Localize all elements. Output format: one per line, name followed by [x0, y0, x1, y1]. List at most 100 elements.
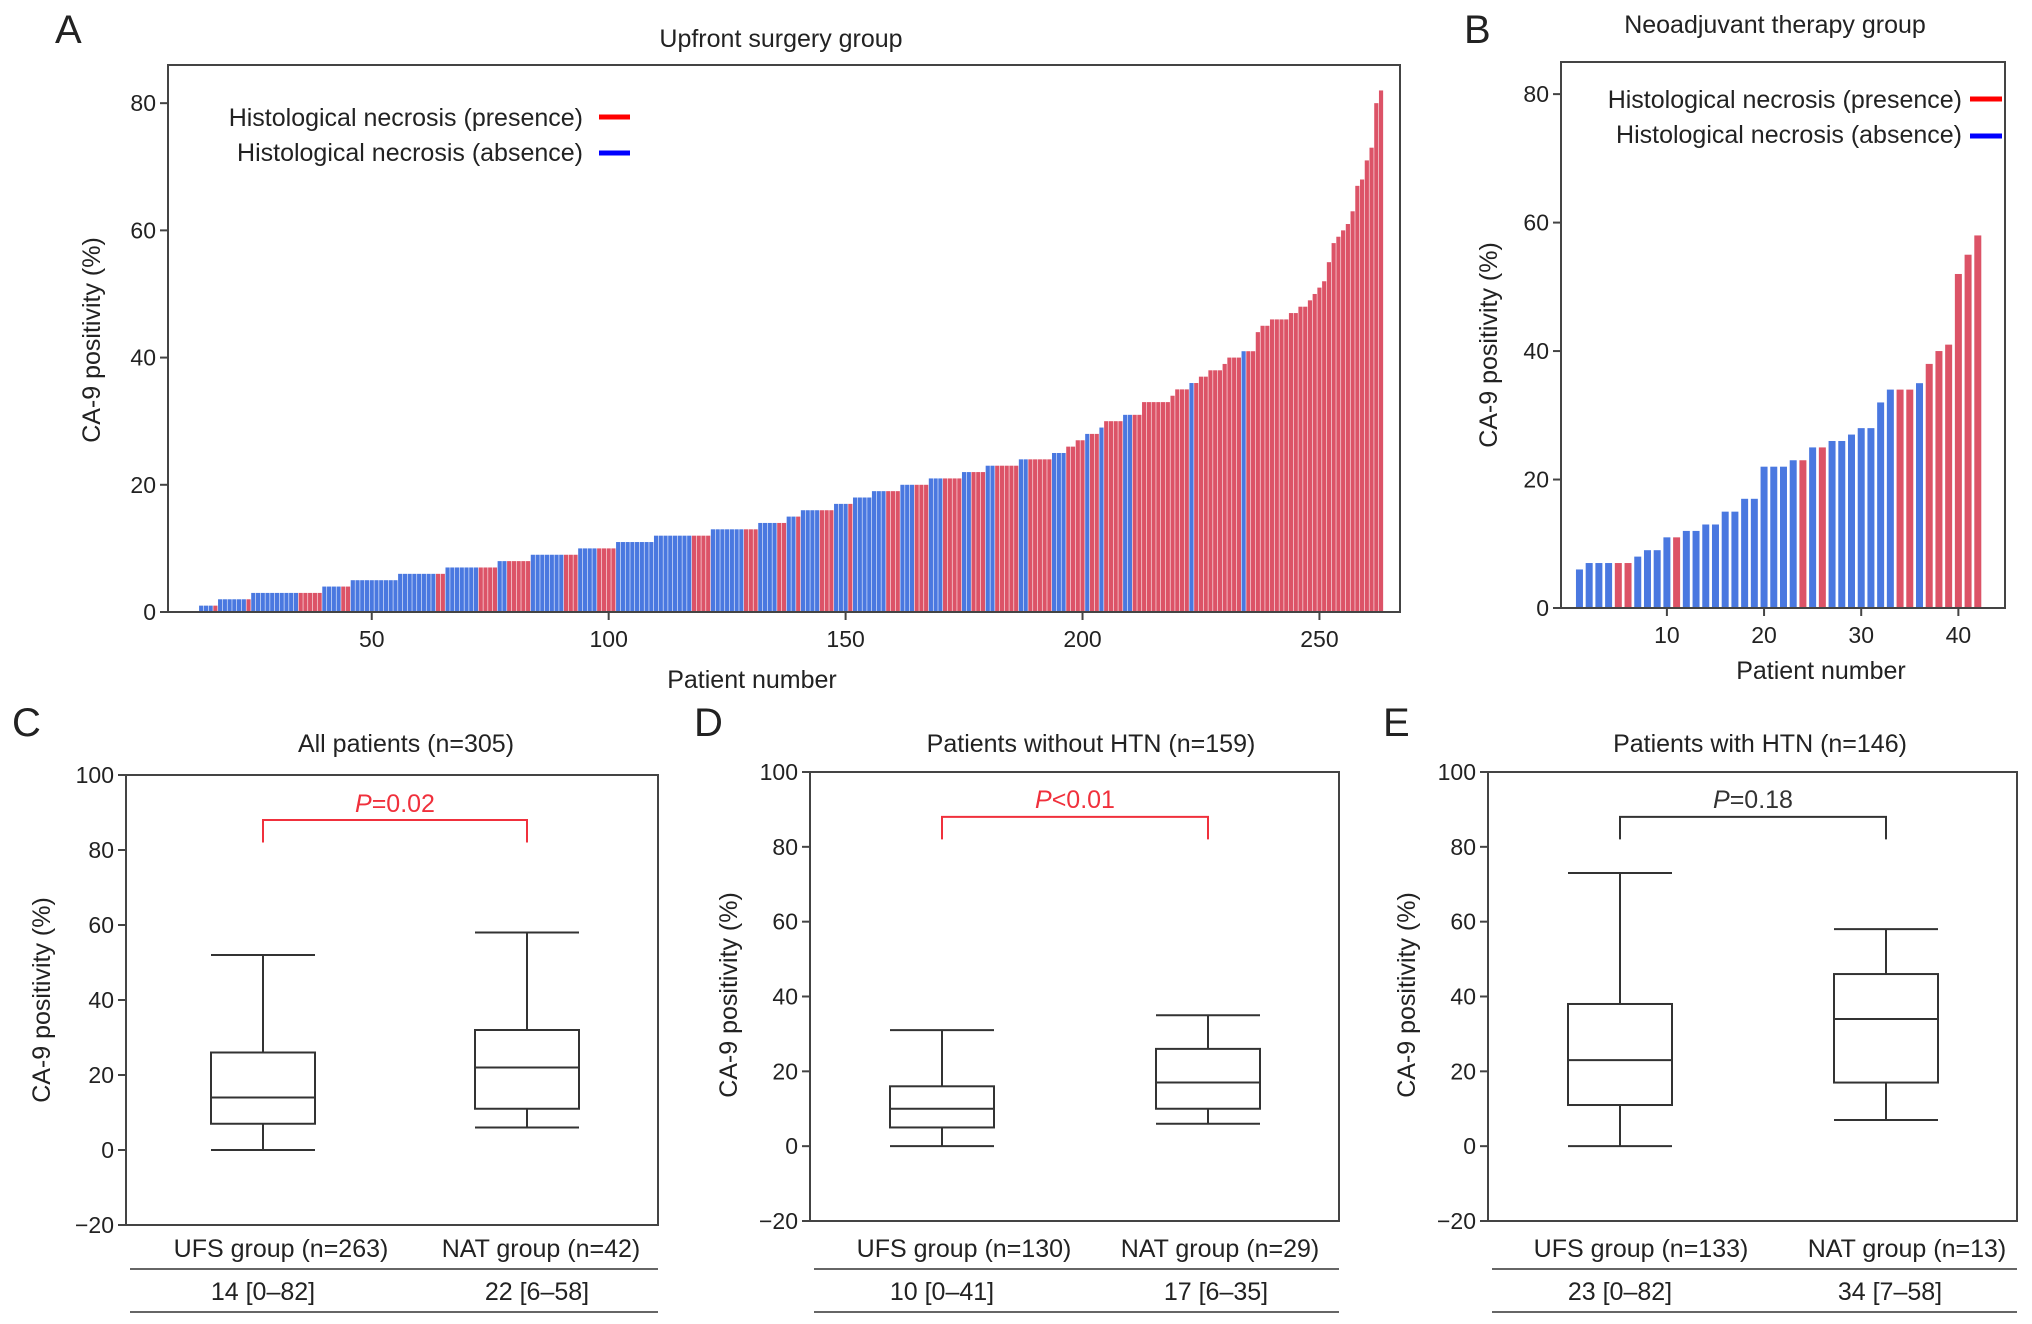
y-tick-label: 0	[1536, 595, 1549, 621]
plot-frame	[167, 64, 1401, 613]
bar-presence	[488, 567, 493, 612]
bar-presence	[1673, 537, 1681, 608]
bar-absence	[1123, 414, 1128, 612]
bar-presence	[1113, 421, 1118, 612]
bar-presence	[1232, 357, 1237, 612]
summary-nat: 17 [6–35]	[1164, 1278, 1268, 1306]
bar-absence	[1663, 537, 1671, 608]
bar-presence	[1614, 563, 1622, 608]
bar-presence	[748, 529, 753, 612]
bar-absence	[620, 542, 625, 612]
bar-absence	[805, 510, 810, 612]
bar-presence	[777, 522, 782, 612]
significance-bracket	[262, 819, 528, 843]
bar-absence	[1877, 402, 1885, 608]
bar-presence	[971, 472, 976, 612]
bar-absence	[379, 580, 384, 612]
bar-absence	[559, 554, 564, 612]
bar-presence	[1624, 563, 1632, 608]
bar-absence	[687, 535, 692, 612]
y-tick-label: 60	[772, 909, 798, 935]
bar-absence	[355, 580, 360, 612]
bar-absence	[900, 484, 905, 612]
bar-presence	[606, 548, 611, 612]
bar-presence	[696, 535, 701, 612]
bar-absence	[862, 497, 867, 612]
bar-presence	[563, 554, 569, 612]
bar-presence	[890, 491, 896, 612]
bar-absence	[1692, 530, 1700, 608]
bar-presence	[298, 592, 303, 612]
bar-presence	[1089, 433, 1095, 612]
y-tick-label: 100	[760, 759, 798, 785]
bar-absence	[535, 554, 540, 612]
bar-absence	[630, 542, 635, 612]
bar-absence	[293, 592, 299, 612]
bar-absence	[402, 573, 408, 612]
category-label-nat: NAT group (n=13)	[1808, 1235, 2007, 1263]
bar-absence	[218, 599, 223, 612]
box-ufs	[1567, 1002, 1673, 1107]
bar-absence	[658, 535, 663, 612]
bar-absence	[739, 529, 744, 612]
bar-presence	[1265, 325, 1270, 612]
bar-presence	[1004, 465, 1009, 612]
bar-absence	[1828, 440, 1836, 608]
bar-presence	[1331, 243, 1336, 612]
panel-a-plot: 0 20 40 60 80 50 100 150 200 250	[130, 64, 1401, 652]
bar-absence	[668, 535, 673, 612]
bar-absence	[431, 573, 436, 612]
bar-presence	[1298, 306, 1303, 612]
y-tick-label: 80	[130, 90, 156, 116]
y-tick-label: 0	[101, 1137, 114, 1163]
bar-absence	[933, 478, 938, 612]
y-tick-label: 40	[1523, 338, 1549, 364]
bar-presence	[1974, 235, 1982, 608]
bar-absence	[393, 580, 398, 612]
bar-presence	[1350, 211, 1355, 612]
bar-presence	[1896, 389, 1904, 608]
bar-absence	[331, 586, 336, 612]
x-tick-label: 10	[1654, 622, 1680, 648]
bar-presence	[1255, 332, 1260, 612]
bar-presence	[1364, 160, 1369, 612]
bar-presence	[1033, 459, 1038, 612]
bar-presence	[1203, 376, 1208, 612]
panel-d-ylabel: CA-9 positivity (%)	[715, 892, 743, 1098]
bar-absence	[1711, 524, 1719, 608]
bar-absence	[407, 573, 412, 612]
panel-e-plot: −20 0 20 40 60 80 100	[1437, 759, 2018, 1313]
bar-presence	[1374, 103, 1379, 613]
bar-absence	[227, 599, 232, 612]
panel-letter-b: B	[1464, 8, 1491, 52]
bar-presence	[1279, 319, 1284, 612]
bar-presence	[478, 567, 483, 612]
bar-absence	[1886, 389, 1894, 608]
bar-absence	[876, 491, 881, 612]
bar-presence	[1194, 383, 1199, 612]
bar-absence	[625, 542, 630, 612]
box-nat	[474, 1029, 580, 1110]
bar-absence	[232, 599, 237, 612]
bar-presence	[312, 592, 317, 612]
plot-frame	[809, 771, 1340, 1222]
bar-absence	[710, 529, 716, 612]
bar-absence	[1127, 414, 1132, 612]
bar-presence	[895, 491, 900, 612]
bar-presence	[1269, 319, 1275, 612]
bar-absence	[549, 554, 554, 612]
panel-e-ylabel: CA-9 positivity (%)	[1393, 892, 1421, 1098]
bar-presence	[1236, 357, 1241, 612]
bar-absence	[961, 472, 967, 612]
bar-presence	[1160, 402, 1166, 612]
bar-presence	[691, 535, 697, 612]
bar-presence	[1009, 465, 1014, 612]
bar-presence	[1341, 230, 1346, 613]
bar-absence	[928, 478, 933, 612]
box-ufs	[210, 1051, 316, 1125]
bar-absence	[852, 497, 858, 612]
bar-absence	[1643, 550, 1651, 608]
bar-absence	[649, 542, 654, 612]
panel-b-plot: 0 20 40 60 80 10 20 30 40	[1523, 61, 2006, 648]
bar-presence	[1028, 459, 1033, 612]
